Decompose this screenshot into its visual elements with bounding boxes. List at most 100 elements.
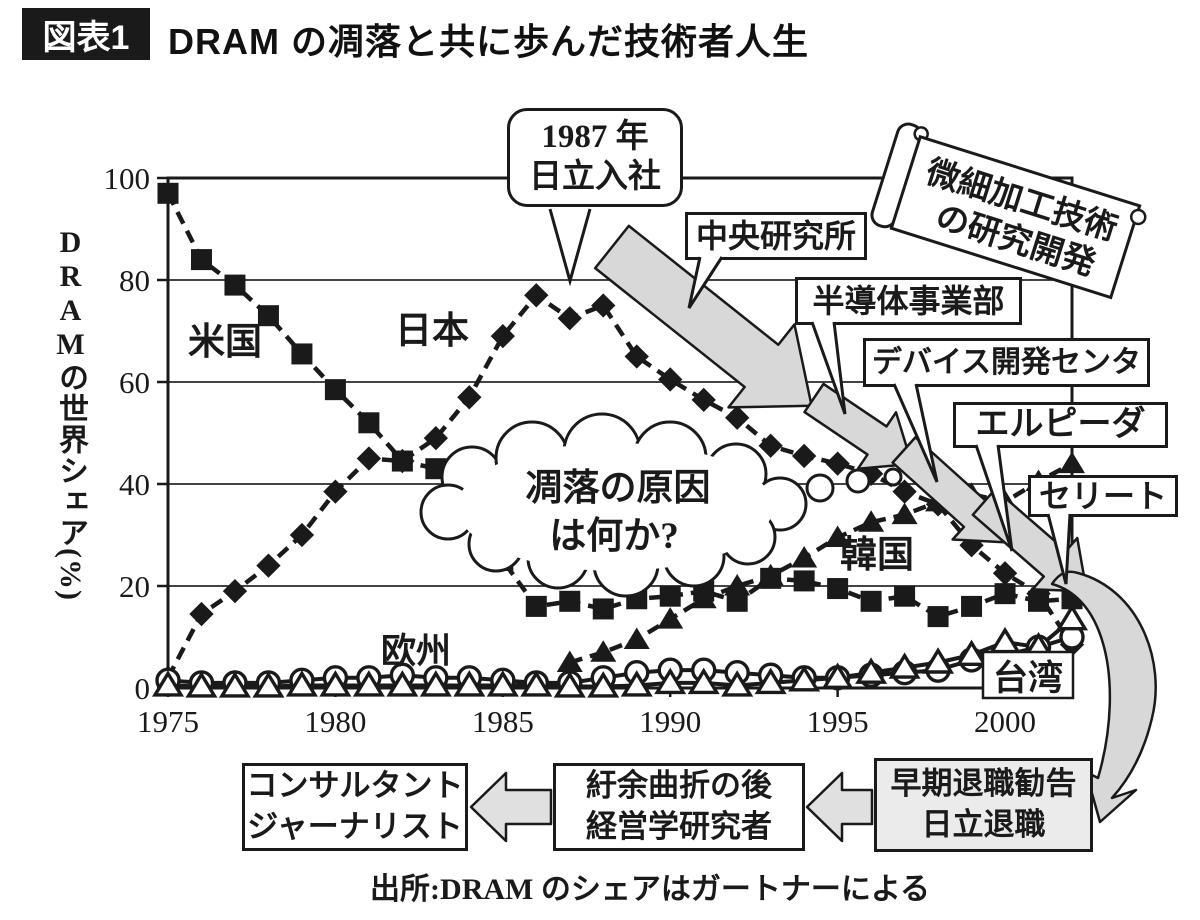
- marker-台湾: [989, 626, 1022, 654]
- marker-米国: [324, 379, 346, 401]
- source-note: 出所:DRAM のシェアはガートナーによる: [370, 873, 930, 906]
- marker-米国: [592, 598, 614, 620]
- callout-1987-line1: 1987 年: [541, 118, 649, 155]
- x-tick-label: 1990: [639, 704, 701, 739]
- marker-日本: [490, 323, 515, 349]
- marker-米国: [291, 343, 313, 365]
- marker-米国: [894, 585, 916, 607]
- marker-台湾: [654, 667, 687, 695]
- marker-米国: [659, 585, 681, 607]
- y-tick-label: 60: [119, 365, 150, 400]
- marker-米国: [961, 595, 983, 617]
- marker-台湾: [453, 670, 486, 697]
- callout-semiconductor-division-label: 半導体事業部: [812, 282, 1005, 319]
- callout-1987-line2: 日立入社: [529, 158, 661, 195]
- marker-台湾: [955, 639, 988, 667]
- series-line-韓国: [569, 461, 1074, 665]
- marker-韓国: [623, 627, 650, 650]
- x-tick-label: 1980: [304, 704, 366, 739]
- marker-日本: [791, 443, 817, 469]
- series-line-台湾: [167, 617, 1074, 689]
- marker-台湾: [1055, 603, 1089, 631]
- series-label-欧州: 欧州: [381, 632, 451, 671]
- y-axis-title-latin: DRAM: [54, 226, 87, 362]
- marker-韓国: [590, 640, 617, 662]
- flow-consultant-line1: コンサルタント: [246, 768, 464, 804]
- marker-韓国: [556, 650, 583, 672]
- marker-韓国: [824, 525, 851, 548]
- marker-台湾: [386, 670, 419, 697]
- marker-韓国: [757, 563, 784, 586]
- cloud-text-line1: 凋落の原因: [526, 467, 711, 509]
- y-tick-label: 0: [135, 671, 151, 706]
- marker-韓国: [724, 574, 751, 596]
- callout-elpida: エルピーダ: [953, 402, 1168, 448]
- flow-box-consultant-journalist: コンサルタント ジャーナリスト: [242, 763, 468, 851]
- x-tick-label: 1985: [472, 704, 534, 739]
- marker-韓国: [657, 607, 684, 629]
- marker-韓国: [1059, 451, 1085, 474]
- marker-台湾: [285, 670, 318, 697]
- figure-title: DRAM の凋落と共に歩んだ技術者人生: [168, 21, 809, 62]
- marker-台湾: [922, 647, 955, 674]
- marker-日本: [691, 387, 716, 413]
- marker-台湾: [620, 670, 653, 697]
- marker-米国: [157, 182, 179, 204]
- marker-台湾: [218, 671, 251, 698]
- marker-韓国: [858, 510, 885, 532]
- callout-device-development-center: デバイス開発センタ: [863, 338, 1150, 387]
- thought-trail-bubble: [805, 473, 835, 503]
- flow-scholar-line2: 経営学研究者: [586, 809, 772, 844]
- series-line-米国: [165, 192, 1073, 619]
- flow-retirement-line1: 早期退職勧告: [890, 766, 1077, 802]
- marker-日本: [624, 344, 649, 369]
- marker-台湾: [821, 662, 854, 689]
- marker-韓国: [791, 545, 818, 568]
- marker-台湾: [855, 657, 888, 684]
- flow-retirement-line2: 日立退職: [921, 807, 1046, 842]
- marker-米国: [994, 583, 1016, 605]
- marker-台湾: [319, 670, 352, 697]
- marker-台湾: [185, 671, 218, 698]
- callout-device-development-center-label: デバイス開発センタ: [871, 345, 1142, 379]
- marker-台湾: [587, 671, 620, 698]
- marker-米国: [793, 570, 815, 592]
- thought-cloud: 凋落の原因 は何か?: [419, 412, 903, 598]
- marker-韓国: [690, 586, 717, 609]
- cloud-text-line2: は何か?: [549, 515, 679, 557]
- series-label-韓国: 韓国: [840, 534, 914, 576]
- series-line-日本: [166, 293, 1074, 679]
- marker-台湾: [151, 670, 185, 697]
- x-tick-label: 1995: [807, 704, 869, 739]
- marker-日本: [758, 433, 783, 458]
- y-tick-label: 40: [119, 467, 150, 502]
- y-tick-label: 100: [104, 161, 151, 196]
- flow-box-early-retirement: 早期退職勧告 日立退職: [874, 758, 1093, 852]
- x-tick-label: 2000: [974, 704, 1036, 739]
- figure-badge: 図表1: [22, 8, 150, 60]
- marker-台湾: [252, 671, 285, 698]
- flow-box-management-scholar: 紆余曲折の後 経営学研究者: [553, 763, 805, 851]
- callout-central-research-lab: 中央研究所: [685, 212, 867, 260]
- flow-consultant-line2: ジャーナリスト: [247, 809, 463, 844]
- marker-日本: [289, 522, 315, 548]
- curved-arrow-to-retirement: [1050, 570, 1157, 824]
- callout-1987-hitachi-join: 1987 年 日立入社: [507, 108, 683, 207]
- marker-日本: [524, 283, 549, 308]
- x-tick-label: 1975: [137, 704, 199, 739]
- marker-米国: [726, 590, 748, 612]
- marker-日本: [256, 553, 281, 578]
- marker-日本: [189, 601, 214, 627]
- marker-日本: [658, 367, 683, 392]
- marker-台湾: [687, 667, 720, 695]
- marker-日本: [423, 425, 449, 451]
- series-line-欧州: [167, 635, 1073, 685]
- callout-central-research-lab-label: 中央研究所: [695, 217, 856, 254]
- marker-日本: [591, 293, 616, 318]
- marker-日本: [892, 479, 917, 504]
- marker-米国: [559, 590, 581, 612]
- marker-米国: [190, 249, 212, 271]
- series-label-米国: 米国: [188, 321, 262, 363]
- series-label-日本: 日本: [395, 310, 469, 352]
